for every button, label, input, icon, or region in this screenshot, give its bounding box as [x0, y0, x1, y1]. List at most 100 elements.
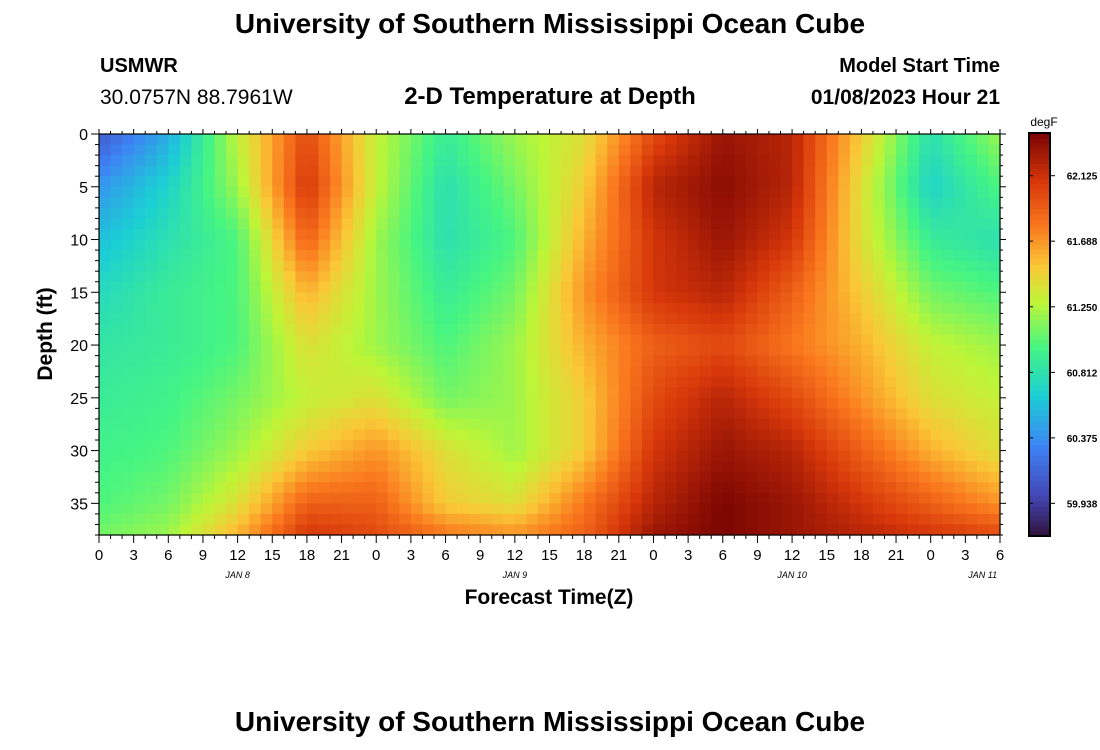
- heatmap-cell: [722, 461, 735, 473]
- heatmap-cell: [364, 440, 377, 452]
- heatmap-cell: [399, 186, 412, 198]
- heatmap-cell: [295, 471, 308, 483]
- heatmap-cell: [226, 376, 239, 388]
- heatmap-cell: [422, 281, 435, 293]
- heatmap-cell: [387, 302, 400, 314]
- heatmap-cell: [561, 482, 574, 494]
- heatmap-cell: [422, 271, 435, 283]
- heatmap-cell: [757, 450, 770, 462]
- heatmap-cell: [722, 155, 735, 167]
- heatmap-cell: [907, 397, 920, 409]
- heatmap-cell: [780, 345, 793, 357]
- heatmap-cell: [376, 281, 389, 293]
- heatmap-cell: [861, 186, 874, 198]
- heatmap-cell: [179, 355, 193, 367]
- heatmap-cell: [110, 302, 123, 314]
- heatmap-cell: [699, 186, 712, 198]
- heatmap-cell: [953, 165, 966, 177]
- heatmap-cell: [433, 292, 447, 304]
- heatmap-cell: [653, 165, 666, 177]
- heatmap-cell: [168, 355, 181, 367]
- heatmap-cell: [272, 440, 285, 452]
- heatmap-cell: [330, 281, 343, 293]
- heatmap-cell: [942, 250, 955, 262]
- heatmap-cell: [480, 503, 493, 515]
- heatmap-cell: [145, 492, 158, 504]
- heatmap-cell: [537, 492, 551, 504]
- heatmap-cell: [618, 408, 631, 420]
- heatmap-cell: [976, 228, 990, 241]
- heatmap-cell: [260, 408, 273, 420]
- heatmap-cell: [676, 271, 689, 283]
- heatmap-cell: [630, 482, 643, 494]
- heatmap-cell: [768, 260, 782, 272]
- heatmap-cell: [965, 271, 978, 283]
- heatmap-cell: [330, 355, 343, 367]
- heatmap-cell: [457, 345, 470, 357]
- heatmap-cell: [99, 281, 112, 293]
- heatmap-cell: [272, 218, 285, 230]
- heatmap-cell: [168, 440, 181, 452]
- heatmap-cell: [965, 418, 978, 431]
- heatmap-cell: [468, 345, 481, 357]
- heatmap-cell: [122, 134, 135, 146]
- heatmap-cell: [249, 450, 262, 462]
- model-start-value: 01/08/2023 Hour 21: [810, 86, 1000, 109]
- heatmap-cell: [919, 250, 932, 262]
- heatmap-cell: [249, 207, 262, 220]
- heatmap-cell: [711, 397, 724, 409]
- heatmap-cell: [491, 387, 504, 399]
- heatmap-cell: [341, 440, 354, 452]
- heatmap-cell: [503, 228, 516, 241]
- heatmap-cell: [156, 239, 169, 251]
- heatmap-cell: [306, 271, 320, 283]
- heatmap-cell: [780, 471, 793, 483]
- heatmap-cell: [630, 387, 643, 399]
- heatmap-cell: [491, 471, 504, 483]
- heatmap-cell: [353, 482, 366, 494]
- heatmap-cell: [734, 323, 747, 336]
- heatmap-cell: [757, 397, 770, 409]
- heatmap-cell: [133, 397, 146, 409]
- heatmap-cell: [156, 144, 169, 156]
- heatmap-cell: [965, 513, 978, 526]
- heatmap-cell: [930, 292, 943, 304]
- heatmap-cell: [168, 418, 181, 431]
- heatmap-cell: [861, 429, 874, 441]
- heatmap-cell: [353, 429, 366, 441]
- heatmap-cell: [919, 355, 932, 367]
- heatmap-cell: [618, 302, 631, 314]
- heatmap-cell: [699, 260, 712, 272]
- heatmap-cell: [907, 165, 920, 177]
- heatmap-cell: [260, 503, 273, 515]
- heatmap-cell: [861, 134, 874, 146]
- heatmap-cell: [433, 450, 447, 462]
- heatmap-cell: [283, 492, 296, 504]
- heatmap-cell: [561, 218, 574, 230]
- heatmap-cell: [145, 461, 158, 473]
- heatmap-cell: [110, 239, 123, 251]
- heatmap-cell: [745, 492, 759, 504]
- heatmap-cell: [168, 176, 181, 188]
- heatmap-cell: [976, 144, 990, 156]
- heatmap-cell: [942, 313, 955, 325]
- heatmap-cell: [156, 323, 169, 336]
- heatmap-cell: [503, 323, 516, 336]
- colorbar-segment: [1029, 173, 1050, 179]
- colorbar-segment: [1029, 183, 1050, 190]
- heatmap-cell: [99, 271, 112, 283]
- heatmap-cell: [537, 429, 551, 441]
- heatmap-cell: [768, 155, 782, 167]
- heatmap-cell: [676, 207, 689, 220]
- heatmap-cell: [156, 387, 169, 399]
- heatmap-cell: [584, 302, 597, 314]
- heatmap-cell: [306, 144, 320, 156]
- heatmap-cell: [699, 165, 712, 177]
- heatmap-cell: [410, 134, 424, 146]
- heatmap-cell: [526, 482, 539, 494]
- heatmap-cell: [202, 397, 216, 409]
- heatmap-cell: [214, 429, 227, 441]
- heatmap-cell: [260, 218, 273, 230]
- heatmap-cell: [491, 239, 504, 251]
- heatmap-cell: [168, 250, 181, 262]
